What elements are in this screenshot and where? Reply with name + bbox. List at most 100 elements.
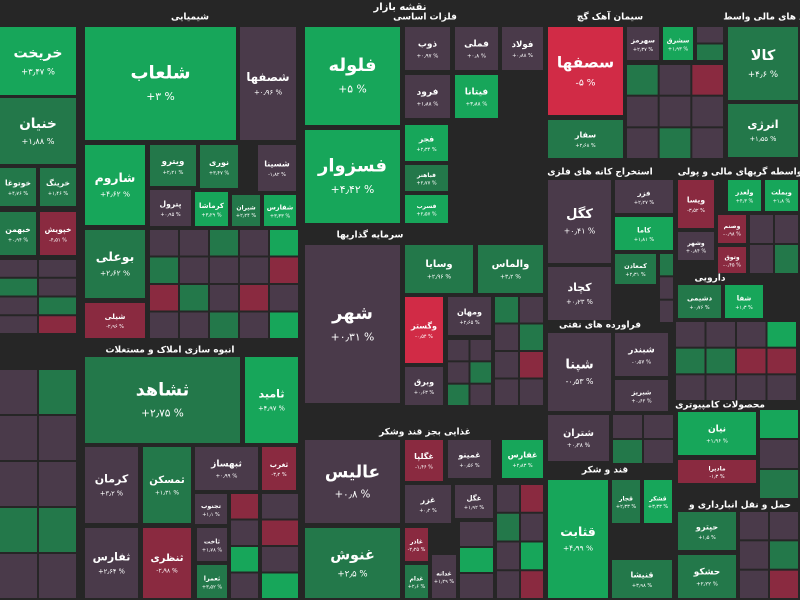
stock-change: +۱٫۳ % <box>735 305 753 311</box>
filler-tile <box>210 257 238 283</box>
filler-tile <box>460 548 493 572</box>
stock-change: -۳٫۵۲ % <box>687 208 705 214</box>
stock-symbol: وصنم <box>724 223 741 230</box>
stock-tile <box>678 412 756 455</box>
sector-title: استخراج کانه های فلزی <box>547 168 652 178</box>
stock-change: +۲٫۶۲ % <box>100 269 130 278</box>
stock-symbol: کگل <box>566 206 593 222</box>
filler-tile <box>706 322 735 347</box>
stock-symbol: والماس <box>492 259 530 270</box>
stock-symbol: غگل <box>466 493 481 502</box>
stock-tile <box>40 212 76 255</box>
stock-symbol: فولاد <box>512 40 534 50</box>
filler-tile <box>39 370 76 414</box>
stock-tile <box>627 27 659 60</box>
stock-tile <box>432 555 456 598</box>
filler-tile <box>495 352 518 378</box>
stock-symbol: فسزوار <box>317 156 387 177</box>
filler-tile <box>240 312 268 338</box>
sector-title: دارویی <box>695 274 726 284</box>
stock-symbol: ثامید <box>259 387 285 400</box>
stock-symbol: غاذر <box>409 538 423 545</box>
stock-change: +۱٫۷۸ % <box>202 547 222 553</box>
stock-symbol: ثبهساز <box>210 460 242 470</box>
stock-tile <box>0 212 36 255</box>
stock-symbol: شیلی <box>105 312 126 321</box>
stock-tile <box>448 297 491 335</box>
stock-symbol: ثنظری <box>151 553 184 564</box>
stock-tile <box>40 168 76 206</box>
filler-tile <box>497 542 519 570</box>
filler-tile <box>659 128 691 158</box>
stock-tile <box>258 145 296 191</box>
filler-tile <box>210 312 238 338</box>
sector-title: انبوه سازی املاک و مستغلات <box>106 346 235 356</box>
stock-change: +۴٫۹۷ % <box>258 405 285 413</box>
stock-change: +۰٫۳۱ % <box>331 331 375 344</box>
filler-tile <box>520 324 543 350</box>
stock-symbol: ثاخت <box>204 538 220 546</box>
stock-tile <box>232 195 260 226</box>
filler-tile <box>740 541 768 569</box>
stock-change: +۰٫۲۳ % <box>566 298 593 306</box>
stock-tile <box>85 447 138 523</box>
filler-tile <box>750 245 773 273</box>
stock-symbol: شبندر <box>627 346 655 356</box>
stock-symbol: خریخت <box>14 46 63 62</box>
stock-change: +۱٫۴۶ % <box>48 191 68 197</box>
filler-tile <box>262 547 298 572</box>
filler-tile <box>697 44 723 60</box>
filler-tile <box>39 554 76 598</box>
filler-tile <box>760 470 798 498</box>
stock-change: -۱٫۸۲ % <box>268 172 286 178</box>
filler-tile <box>240 230 268 256</box>
stock-tile <box>455 75 498 118</box>
stock-tile <box>85 303 145 338</box>
stock-symbol: شبریز <box>631 389 652 397</box>
stock-tile <box>615 254 656 284</box>
filler-tile <box>697 27 723 43</box>
filler-tile <box>775 215 798 243</box>
stock-tile <box>150 190 191 226</box>
filler-tile <box>659 65 691 95</box>
filler-tile <box>39 416 76 460</box>
stock-change: +۴٫۶ % <box>748 70 778 80</box>
stock-symbol: فسرب <box>417 203 437 210</box>
stock-change: +۳٫۵۲ % <box>202 584 222 590</box>
stock-change: +۱٫۳۱ % <box>155 490 180 497</box>
stock-change: +۰٫۸ % <box>335 489 371 500</box>
filler-tile <box>39 297 76 315</box>
stock-tile <box>405 440 443 481</box>
stock-symbol: شفا <box>737 294 752 302</box>
stock-change: +۱٫۹۶ % <box>706 438 728 444</box>
stock-change: +۲٫۵ % <box>337 570 367 580</box>
stock-change: -۳٫۲ % <box>271 472 286 478</box>
stock-symbol: وبملت <box>771 189 792 197</box>
stock-change: +۲٫۳۱ % <box>625 272 645 278</box>
filler-tile <box>627 128 658 158</box>
filler-tile <box>495 324 518 350</box>
stock-symbol: شاروم <box>95 170 136 186</box>
filler-tile <box>39 278 76 296</box>
stock-change: +۲٫۶۴ % <box>98 568 125 576</box>
stock-symbol: قجار <box>618 495 633 502</box>
stock-tile <box>405 485 451 523</box>
filler-tile <box>180 230 208 256</box>
stock-change: +۰٫۹۶ % <box>254 89 283 97</box>
stock-symbol: پترول <box>160 199 182 208</box>
stock-symbol: شفارس <box>267 204 294 212</box>
stock-tile <box>548 27 623 115</box>
filler-tile <box>262 520 298 545</box>
filler-tile <box>39 508 76 552</box>
stock-tile <box>678 232 714 260</box>
stock-change: +۴٫۷۶ % <box>8 191 28 197</box>
stock-symbol: انرژی <box>747 118 778 131</box>
stock-tile <box>455 27 498 70</box>
filler-tile <box>210 230 238 256</box>
filler-tile <box>150 312 178 338</box>
filler-tile <box>706 348 735 374</box>
filler-tile <box>660 300 673 322</box>
stock-symbol: حپترو <box>695 523 718 532</box>
filler-tile <box>448 362 469 383</box>
stock-change: +۲٫۳۴ % <box>416 147 436 153</box>
